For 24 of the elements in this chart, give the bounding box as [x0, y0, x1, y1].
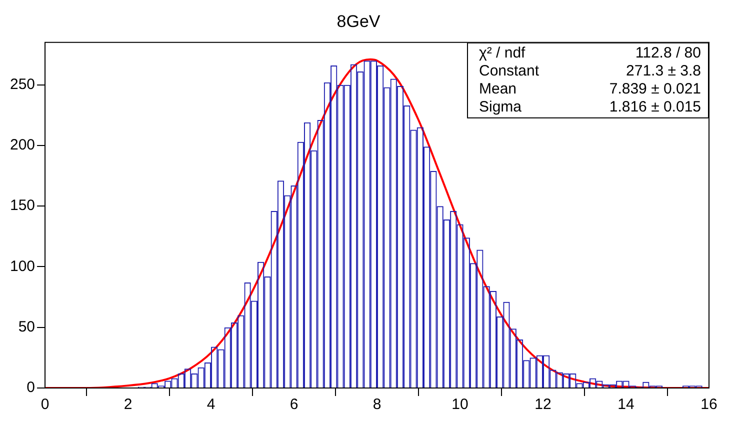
y-tick-label: 100: [10, 258, 36, 275]
annotation: 1.816 ± 0.015: [609, 98, 701, 116]
x-tick-label: 16: [700, 396, 718, 414]
annotation: Mean: [479, 80, 517, 98]
x-tick-label: 14: [618, 396, 634, 414]
annotation: 7.839 ± 0.021: [609, 80, 701, 98]
y-tick-label: 250: [10, 76, 36, 93]
annotation: 271.3 ± 3.8: [626, 62, 701, 80]
y-tick-label: 50: [18, 318, 36, 336]
x-tick-label: 12: [534, 396, 552, 414]
x-tick-label: 8: [372, 396, 382, 414]
annotation: Constant: [479, 62, 540, 80]
y-tick-label: 150: [10, 197, 36, 214]
chart-title: 8GeV: [336, 12, 381, 31]
x-tick-label: 4: [206, 396, 216, 414]
annotation: Sigma: [479, 98, 522, 116]
x-tick-label: 2: [124, 396, 132, 414]
y-tick-label: 200: [10, 136, 36, 154]
x-tick-label: 10: [452, 396, 468, 414]
annotation: χ² / ndf: [479, 44, 526, 62]
y-tick-label: 0: [26, 379, 36, 396]
x-tick-label: 0: [40, 396, 50, 414]
annotation: 112.8 / 80: [635, 44, 701, 62]
x-tick-label: 6: [290, 396, 298, 414]
